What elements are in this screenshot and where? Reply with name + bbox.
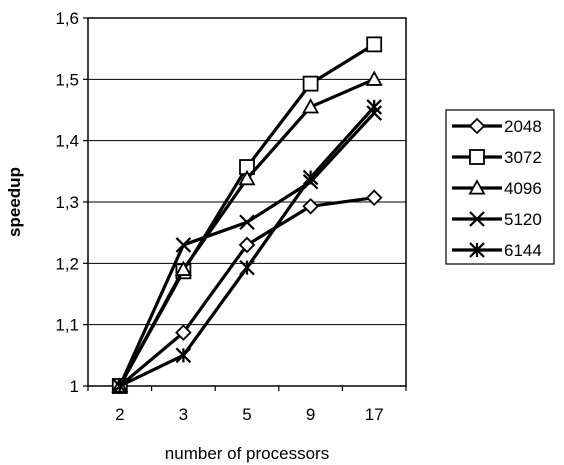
series-6144 — [112, 99, 382, 394]
point-4096-9-shape — [302, 98, 320, 114]
legend-entry-5120: 5120 — [452, 210, 542, 229]
legend-marker-5120-shape — [469, 211, 485, 227]
point-2048-3-shape — [175, 324, 192, 341]
legend-label-6144: 6144 — [504, 241, 542, 260]
point-6144-5-shape — [239, 259, 255, 276]
series-4096 — [111, 70, 383, 393]
point-5120-3-shape — [175, 237, 192, 253]
point-4096-3-shape — [174, 260, 192, 276]
x-axis-title: number of processors — [165, 444, 329, 463]
legend-entry-4096: 4096 — [452, 179, 542, 198]
point-2048-17 — [365, 189, 383, 206]
x-tick-label-3: 3 — [179, 405, 188, 424]
series-4096-line — [118, 77, 375, 387]
point-3072-17 — [366, 36, 383, 53]
point-3072-17-shape — [366, 36, 383, 53]
series-2048-line — [118, 196, 375, 388]
series-2048 — [111, 189, 383, 395]
x-tick-label-9: 9 — [306, 405, 315, 424]
point-6144-9 — [302, 169, 319, 186]
point-2048-3 — [175, 324, 192, 341]
y-tick-label-0: 1 — [70, 377, 79, 396]
point-2048-5-shape — [238, 236, 256, 254]
point-4096-5 — [238, 169, 256, 186]
point-3072-9-shape — [302, 75, 319, 92]
legend-marker-2048 — [468, 117, 486, 135]
x-axis-ticks: 2 3 5 9 17 — [87, 386, 407, 424]
legend-marker-6144-shape — [469, 242, 485, 258]
point-6144-17-shape — [366, 99, 382, 115]
legend-marker-3072-shape — [469, 149, 485, 165]
y-tick-label-6: 1,6 — [55, 9, 79, 28]
series-3072 — [111, 36, 383, 394]
point-5120-5-shape — [239, 214, 255, 231]
point-6144-3 — [175, 347, 192, 364]
legend-label-5120: 5120 — [504, 210, 542, 229]
x-tick-label-2: 2 — [115, 405, 124, 424]
y-tick-label-5: 1,5 — [55, 70, 79, 89]
point-6144-17 — [366, 99, 382, 115]
point-4096-3 — [174, 260, 192, 276]
y-tick-label-1: 1,1 — [55, 316, 79, 335]
grid-lines — [88, 78, 406, 326]
y-tick-label-4: 1,4 — [55, 132, 79, 151]
legend-entry-2048: 2048 — [452, 117, 542, 136]
legend-marker-5120 — [469, 211, 485, 227]
x-tick-label-17: 17 — [365, 405, 384, 424]
point-3072-9 — [302, 75, 319, 92]
point-5120-3 — [175, 237, 192, 253]
legend-label-2048: 2048 — [504, 117, 542, 136]
legend-entry-3072: 3072 — [452, 148, 542, 167]
y-axis-ticks: 1 1,1 1,2 1,3 1,4 1,5 1,6 — [55, 9, 88, 396]
legend-label-3072: 3072 — [504, 148, 542, 167]
point-4096-17-shape — [365, 70, 383, 86]
legend-marker-3072 — [469, 149, 485, 165]
point-2048-9 — [302, 198, 319, 215]
point-5120-5 — [239, 214, 255, 231]
point-4096-17 — [365, 70, 383, 86]
legend-label-4096: 4096 — [504, 179, 542, 198]
y-tick-label-2: 1,2 — [55, 254, 79, 273]
legend-marker-6144 — [469, 242, 485, 258]
point-6144-2 — [112, 378, 128, 394]
point-6144-3-shape — [175, 347, 192, 364]
point-6144-9-shape — [302, 169, 319, 186]
point-2048-5 — [238, 236, 256, 254]
point-4096-5-shape — [238, 169, 256, 186]
point-6144-5 — [239, 259, 255, 276]
series-layer — [111, 36, 383, 395]
point-2048-9-shape — [302, 198, 319, 215]
legend: 2048 3072 4096 5120 6144 — [445, 109, 555, 265]
point-4096-9 — [302, 98, 320, 114]
legend-marker-4096-shape — [468, 179, 486, 195]
legend-entries: 2048 3072 4096 5120 6144 — [452, 117, 542, 260]
legend-marker-2048-shape — [468, 117, 486, 135]
x-tick-label-5: 5 — [242, 405, 251, 424]
y-axis-title: speedup — [5, 167, 24, 237]
legend-marker-4096 — [468, 179, 486, 195]
legend-entry-6144: 6144 — [452, 241, 542, 260]
y-tick-label-3: 1,3 — [55, 193, 79, 212]
point-6144-2-shape — [112, 378, 128, 394]
point-2048-17-shape — [365, 189, 383, 206]
